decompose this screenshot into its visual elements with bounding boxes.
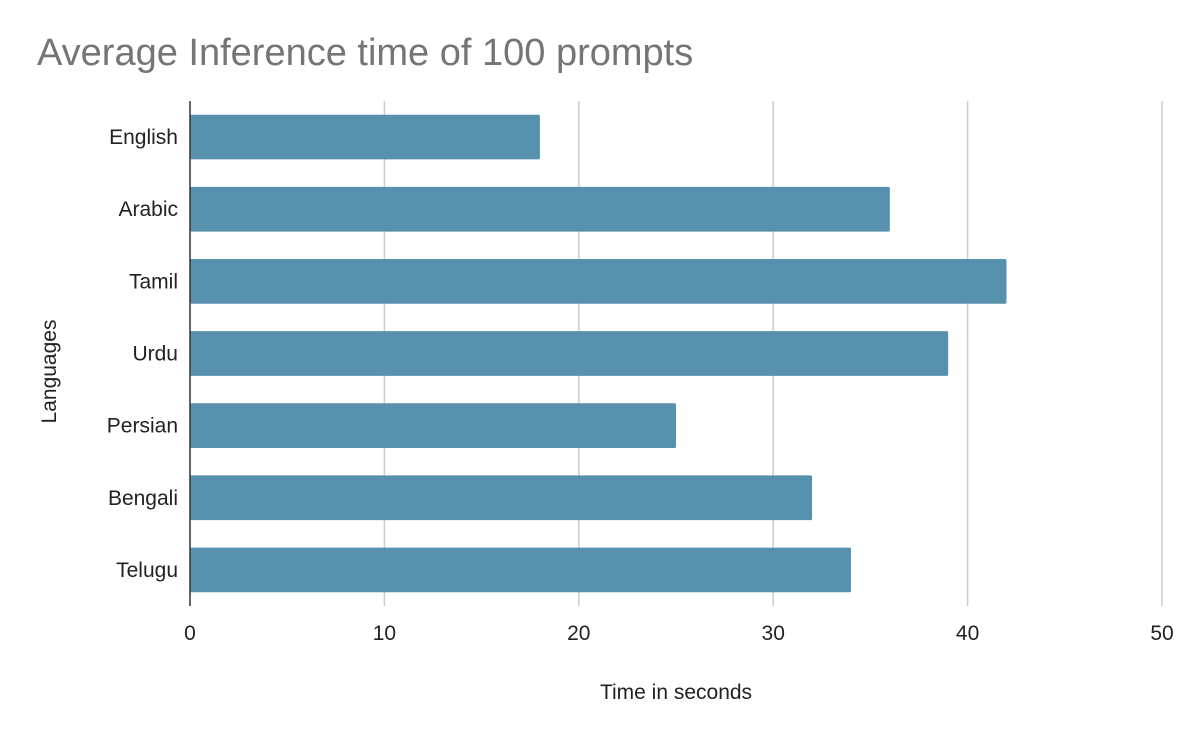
bar-urdu: [190, 331, 949, 376]
y-tick-label: Tamil: [129, 270, 178, 293]
x-tick-label: 20: [567, 622, 590, 645]
bar-tamil: [190, 258, 1007, 304]
chart-title: Average Inference time of 100 prompts: [37, 32, 694, 74]
y-tick-label: Arabic: [118, 198, 178, 221]
x-tick-label: 30: [762, 622, 785, 645]
y-tick-label: Telugu: [116, 559, 178, 582]
y-tick-label: Bengali: [108, 487, 178, 510]
x-tick-label: 40: [956, 622, 979, 645]
y-axis-label: Languages: [38, 320, 61, 424]
x-tick-label: 10: [373, 622, 396, 645]
y-tick-labels: English Arabic Tamil Urdu Persian Bengali Telu…: [107, 126, 178, 582]
y-tick-label: English: [109, 126, 178, 149]
x-tick-labels: 0 10 20 30 40 50: [184, 622, 1174, 645]
bar-telugu: [190, 547, 851, 593]
bar-english: [190, 114, 540, 160]
bar-arabic: [190, 186, 890, 232]
x-tick-label: 50: [1150, 622, 1173, 645]
x-axis-label: Time in seconds: [600, 681, 752, 704]
bar-persian: [190, 403, 676, 449]
y-tick-label: Persian: [107, 415, 178, 438]
x-tick-label: 0: [184, 622, 196, 645]
bar-bengali: [190, 475, 813, 521]
bars: [190, 114, 1007, 593]
y-tick-label: Urdu: [132, 343, 178, 366]
